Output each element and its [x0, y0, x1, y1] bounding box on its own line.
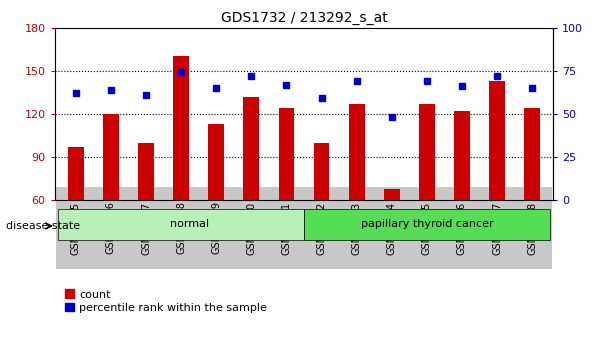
Text: normal: normal — [170, 219, 209, 229]
Legend: count, percentile rank within the sample: count, percentile rank within the sample — [60, 285, 272, 317]
Title: GDS1732 / 213292_s_at: GDS1732 / 213292_s_at — [221, 11, 387, 25]
Bar — [138, 142, 154, 200]
Text: papillary thyroid cancer: papillary thyroid cancer — [361, 219, 493, 229]
Bar — [489, 81, 505, 200]
Bar — [384, 189, 399, 200]
Bar — [243, 97, 259, 200]
Text: disease state: disease state — [6, 221, 80, 231]
FancyBboxPatch shape — [58, 209, 304, 240]
Bar — [209, 124, 224, 200]
Bar — [349, 104, 365, 200]
FancyBboxPatch shape — [304, 209, 550, 240]
Bar — [454, 111, 470, 200]
Bar — [419, 104, 435, 200]
Bar — [278, 108, 294, 200]
Bar — [68, 147, 84, 200]
Bar — [524, 108, 540, 200]
Bar — [314, 142, 330, 200]
Bar — [103, 114, 119, 200]
Bar — [173, 56, 189, 200]
